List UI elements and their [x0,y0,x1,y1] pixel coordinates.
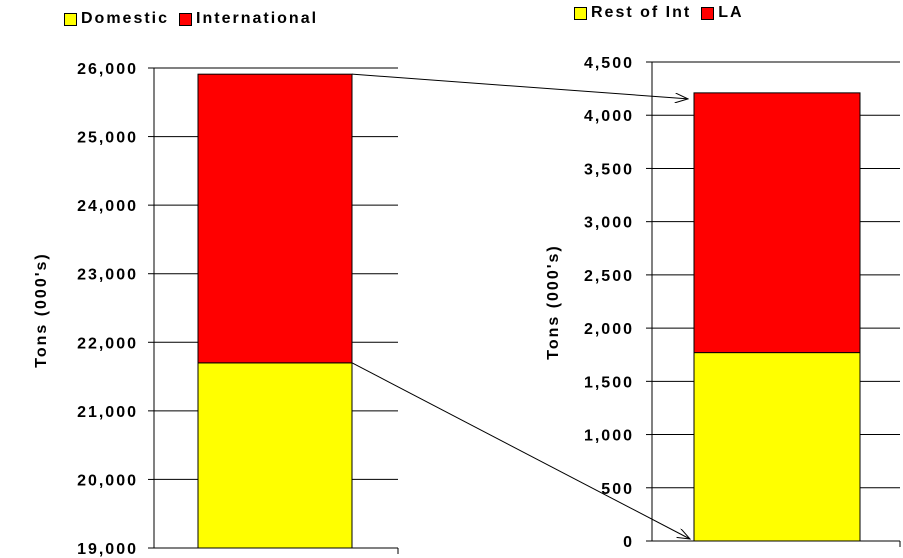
legend-label-domestic: Domestic [81,10,170,27]
y-axis-label: Tons (000's) [545,244,562,360]
y-tick-label: 0 [623,534,634,551]
bar-segment-la [693,92,861,354]
y-tick-label: 1,000 [584,428,634,445]
right-chart: 0 500 1,000 1,500 2,000 2,500 3,000 3,500 4,000 4… [545,55,901,551]
y-tick-label: 24,000 [77,198,138,215]
y-tick-label: 500 [601,481,634,498]
legend-swatch-rest-of-int [574,6,587,20]
y-tick-label: 4,000 [584,108,634,125]
y-tick-label: 1,500 [584,374,634,391]
y-tick-label: 19,000 [77,541,138,558]
legend-swatch-la [701,6,715,20]
legend-left: Domestic International [64,10,328,28]
y-axis-label: Tons (000's) [33,252,50,368]
legend-label-rest-of-int: Rest of Int [591,4,692,21]
legend-swatch-domestic [64,12,77,26]
y-tick-label: 22,000 [77,335,138,352]
bar-segment-international [197,73,353,364]
y-tick-label: 3,000 [584,215,634,232]
legend-label-la: LA [718,4,744,21]
y-tick-label: 26,000 [77,61,138,78]
y-tick-label: 21,000 [77,404,138,421]
y-tick-label: 20,000 [77,472,138,489]
y-tick-label: 2,000 [584,321,634,338]
connector-arrow-bottom [351,362,690,539]
y-tick-label: 4,500 [584,55,634,72]
y-tick-label: 23,000 [77,267,138,284]
connector-arrows [351,73,690,539]
y-tick-label: 25,000 [77,130,138,147]
legend-right: Rest of Int LA [574,4,754,22]
bar-segment-rest-of-int [693,352,861,542]
bar-segment-domestic [197,362,353,549]
legend-label-international: International [196,10,319,27]
left-chart: 19,000 20,000 21,000 22,000 23,000 24,000 25,0… [33,61,399,558]
y-tick-label: 3,500 [584,161,634,178]
y-tick-label: 2,500 [584,268,634,285]
legend-swatch-international [179,12,193,26]
connector-arrow-top [351,73,688,99]
